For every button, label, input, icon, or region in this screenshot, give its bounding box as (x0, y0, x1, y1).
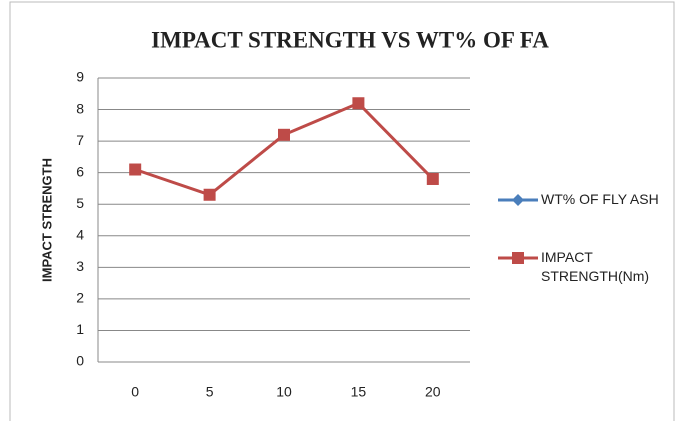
y-tick-label: 0 (76, 353, 84, 369)
x-tick-label: 5 (206, 384, 214, 400)
y-tick-label: 2 (76, 290, 84, 306)
chart-title: IMPACT STRENGTH VS WT% OF FA (151, 27, 549, 52)
y-tick-label: 3 (76, 258, 84, 274)
marker (203, 188, 216, 201)
legend-marker (512, 252, 524, 264)
x-tick-label: 15 (351, 384, 367, 400)
y-tick-label: 9 (76, 69, 84, 85)
marker (278, 128, 290, 141)
marker (352, 97, 365, 110)
y-tick-label: 1 (76, 321, 84, 337)
legend-label: WT% OF FLY ASH (541, 191, 659, 207)
y-tick-label: 5 (76, 195, 84, 211)
x-tick-label: 10 (276, 384, 292, 400)
y-axis-label: IMPACT STRENGTH (39, 158, 54, 282)
marker (426, 172, 439, 185)
chart-border (9, 1, 675, 421)
marker (129, 163, 142, 176)
x-tick-label: 20 (425, 384, 441, 400)
legend-label: IMPACT STRENGTH(Nm) (541, 249, 650, 284)
y-tick-label: 6 (76, 163, 84, 179)
legend-marker (512, 194, 524, 206)
x-tick-label: 0 (131, 384, 139, 400)
series-line (134, 101, 434, 197)
y-tick-label: 4 (76, 226, 84, 242)
y-tick-label: 7 (76, 132, 84, 148)
y-tick-label: 8 (76, 100, 84, 116)
